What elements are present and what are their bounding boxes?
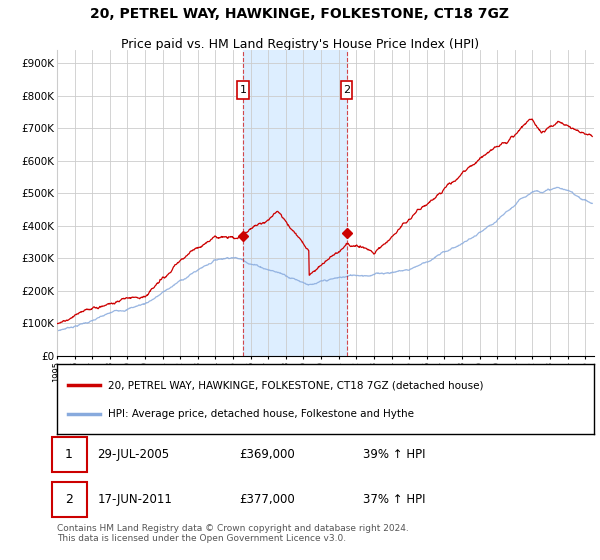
Text: 29-JUL-2005: 29-JUL-2005 [97,447,169,461]
Text: 2: 2 [65,493,73,506]
Text: 37% ↑ HPI: 37% ↑ HPI [363,493,425,506]
FancyBboxPatch shape [52,437,86,472]
FancyBboxPatch shape [341,81,352,99]
Text: 17-JUN-2011: 17-JUN-2011 [97,493,172,506]
Text: £369,000: £369,000 [239,447,295,461]
Text: 1: 1 [239,85,247,95]
Bar [243,50,347,356]
Text: 2: 2 [343,85,350,95]
FancyBboxPatch shape [52,482,86,517]
Text: 39% ↑ HPI: 39% ↑ HPI [363,447,425,461]
Text: £377,000: £377,000 [239,493,295,506]
Text: 20, PETREL WAY, HAWKINGE, FOLKESTONE, CT18 7GZ (detached house): 20, PETREL WAY, HAWKINGE, FOLKESTONE, CT… [108,380,484,390]
FancyBboxPatch shape [238,81,249,99]
Text: 1: 1 [65,447,73,461]
Text: Contains HM Land Registry data © Crown copyright and database right 2024.
This d: Contains HM Land Registry data © Crown c… [57,524,409,543]
Text: 20, PETREL WAY, HAWKINGE, FOLKESTONE, CT18 7GZ: 20, PETREL WAY, HAWKINGE, FOLKESTONE, CT… [91,7,509,21]
Text: HPI: Average price, detached house, Folkestone and Hythe: HPI: Average price, detached house, Folk… [108,409,414,419]
Text: Price paid vs. HM Land Registry's House Price Index (HPI): Price paid vs. HM Land Registry's House … [121,38,479,51]
